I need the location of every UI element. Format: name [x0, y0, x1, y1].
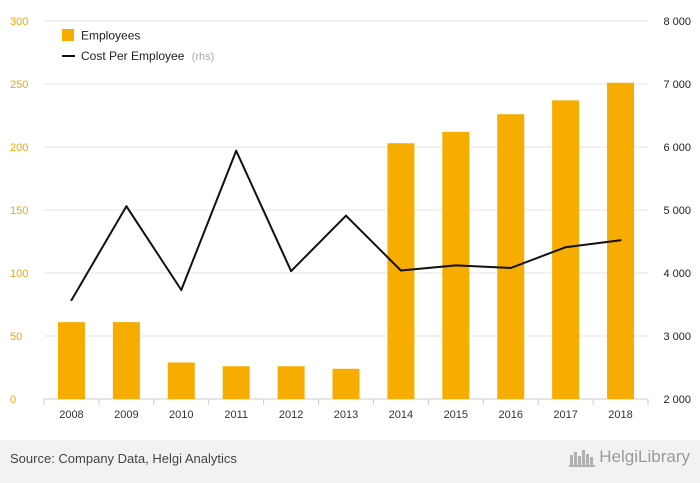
line-point-cost-per-employee	[290, 270, 293, 273]
x-tick-label: 2010	[169, 409, 193, 421]
line-point-cost-per-employee	[125, 205, 128, 208]
line-point-cost-per-employee	[399, 269, 402, 272]
y-right-tick-label: 3 000	[663, 331, 691, 343]
x-tick-label: 2017	[553, 409, 577, 421]
line-point-cost-per-employee	[509, 266, 512, 269]
gridlines	[43, 20, 649, 405]
bar-employees	[167, 362, 195, 399]
line-point-cost-per-employee	[235, 149, 238, 152]
y-left-tick-label: 150	[10, 205, 28, 217]
bar-employees	[552, 100, 580, 399]
y-left-tick-label: 250	[10, 79, 28, 91]
y-right-tick-label: 4 000	[663, 268, 691, 280]
y-axis-left: 0 50 100 150 200 250 300	[10, 16, 28, 406]
x-tick-label: 2008	[59, 409, 83, 421]
y-left-tick-label: 100	[10, 268, 28, 280]
x-tick-label: 2013	[334, 409, 358, 421]
bar-employees	[57, 322, 85, 399]
x-tick-label: 2015	[444, 409, 468, 421]
y-right-tick-label: 6 000	[663, 142, 691, 154]
bar-employees	[222, 366, 250, 399]
bar-employees	[497, 114, 525, 400]
y-right-tick-label: 2 000	[663, 394, 691, 406]
x-tick-label: 2009	[114, 409, 138, 421]
line-cost-per-employee	[70, 149, 621, 301]
library-icon	[569, 450, 596, 467]
y-axis-right: 2 000 3 000 4 000 5 000 6 000 7 000 8 000	[663, 16, 691, 406]
x-tick-label: 2011	[224, 409, 248, 421]
brand-name: HelgiLibrary	[599, 447, 690, 466]
legend: Employees Cost Per Employee (rhs)	[62, 29, 214, 63]
bar-employees	[332, 368, 360, 399]
line-point-cost-per-employee	[564, 246, 567, 249]
bar-employees	[277, 366, 305, 399]
x-tick-label: 2012	[279, 409, 303, 421]
y-left-tick-label: 50	[10, 331, 22, 343]
legend-label-cost-per-employee: Cost Per Employee (rhs)	[81, 49, 214, 63]
legend-swatch-employees	[62, 29, 74, 41]
line-point-cost-per-employee	[345, 214, 347, 217]
x-tick-label: 2016	[498, 409, 522, 421]
legend-label-employees: Employees	[81, 29, 140, 43]
x-axis: 2008 2009 2010 2011 2012 2013 2014 2015 2016 2017…	[59, 409, 633, 421]
x-tick-label: 2014	[389, 409, 413, 421]
bar-employees	[112, 322, 140, 399]
y-left-tick-label: 300	[10, 16, 28, 28]
line-series-cost-per-employee	[70, 149, 622, 302]
y-right-tick-label: 8 000	[663, 16, 691, 28]
x-tick-label: 2018	[608, 409, 632, 421]
y-left-tick-label: 0	[10, 394, 16, 406]
source-note: Source: Company Data, Helgi Analytics	[10, 451, 237, 466]
y-right-tick-label: 7 000	[663, 79, 691, 91]
legend-label-cost-per-employee-text: Cost Per Employee	[81, 49, 185, 63]
brand-logo: HelgiLibrary	[569, 447, 690, 467]
chart: 0 50 100 150 200 250 300 2 000 3 000 4 000 5 000 6…	[10, 16, 691, 421]
line-point-cost-per-employee	[454, 264, 457, 267]
bar-series-employees	[57, 82, 635, 400]
line-point-cost-per-employee	[619, 239, 622, 242]
legend-label-rhs-note: (rhs)	[192, 51, 215, 63]
line-point-cost-per-employee	[70, 299, 73, 302]
line-point-cost-per-employee	[180, 289, 183, 292]
y-right-tick-label: 5 000	[663, 205, 691, 217]
y-left-tick-label: 200	[10, 142, 28, 154]
